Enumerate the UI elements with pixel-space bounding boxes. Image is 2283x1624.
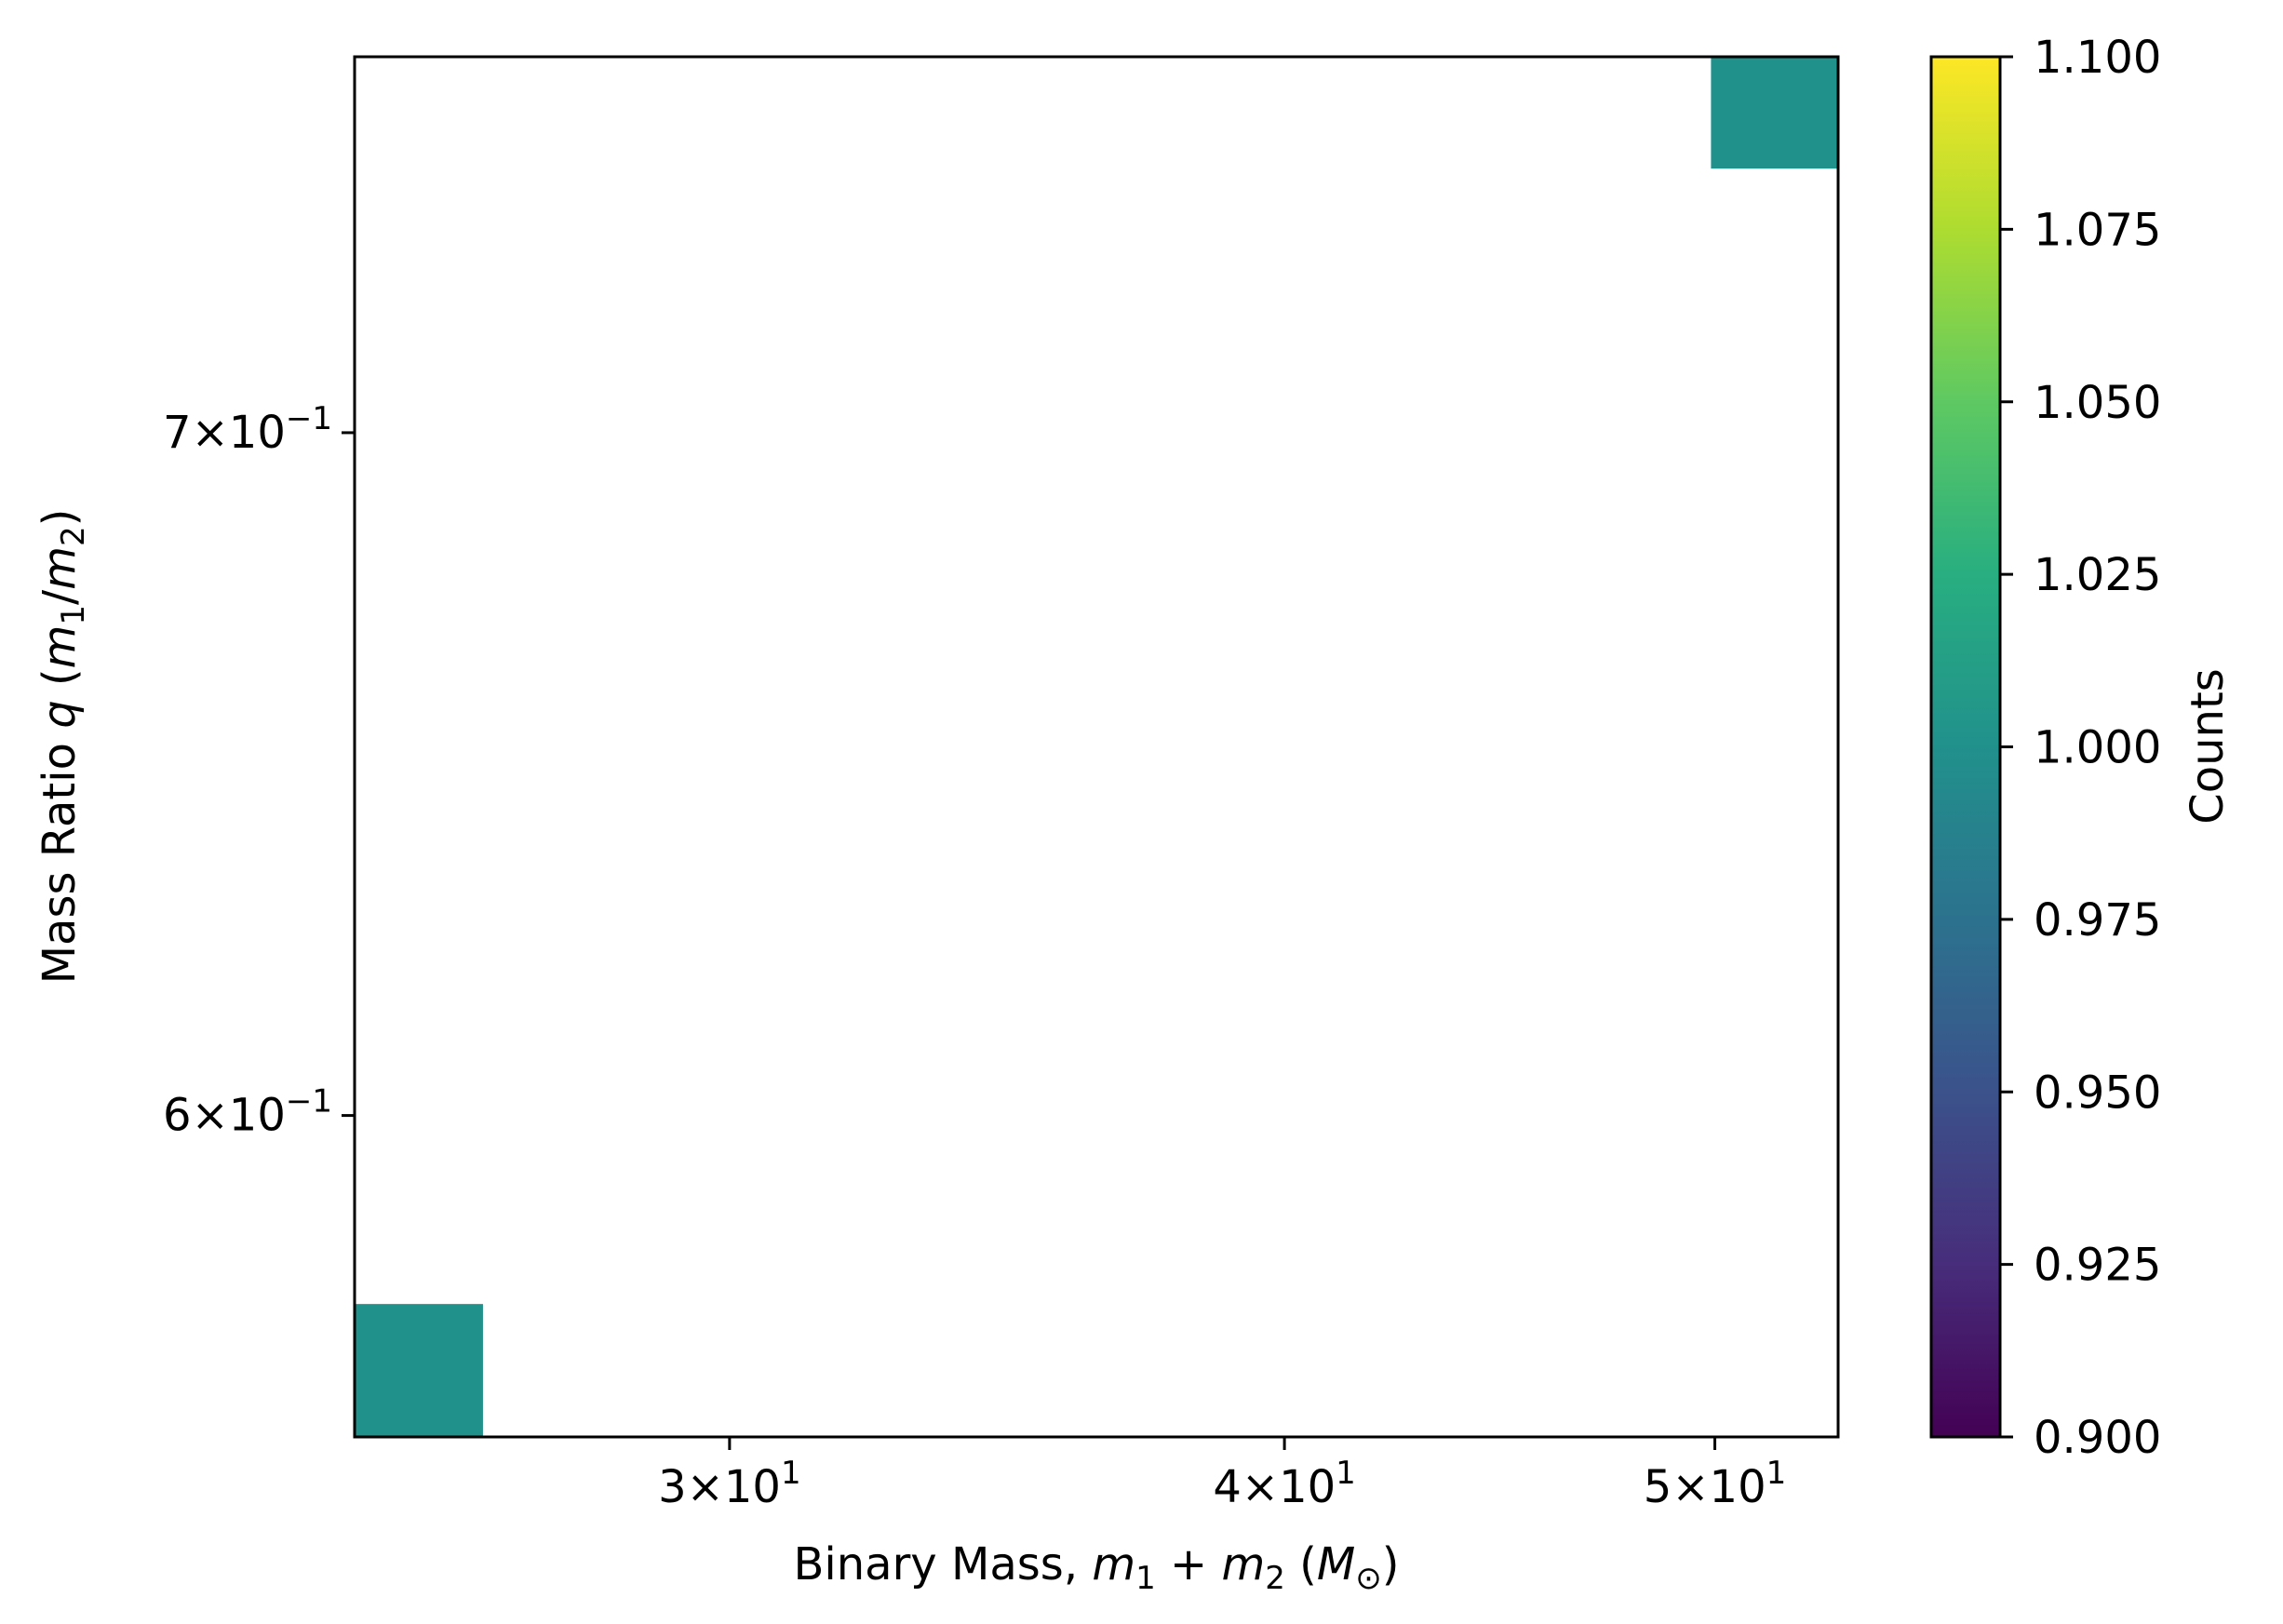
plot-frame	[353, 55, 1840, 1439]
colorbar-gradient	[1929, 55, 2002, 1439]
y-axis-label: Mass Ratio q (m1/m2)	[34, 509, 92, 985]
colorbar: 0.900 0.925 0.950 0.975 1.000 1.025 1.050 1.075…	[1929, 32, 2234, 1464]
colorbar-tick-label: 1.000	[2034, 722, 2161, 774]
y-tick-label: 7×10−1	[163, 400, 332, 459]
x-tick-label: 4×101	[1213, 1455, 1355, 1513]
heatmap-cells	[355, 57, 1838, 1437]
colorbar-label: Counts	[2182, 668, 2234, 825]
colorbar-tick-label: 1.100	[2034, 32, 2161, 84]
x-axis-label: Binary Mass, m1 + m2 (M⊙)	[793, 1538, 1399, 1597]
colorbar-tick-label: 1.050	[2034, 377, 2161, 429]
x-tick-label: 5×101	[1644, 1455, 1786, 1513]
heatmap-cell	[355, 1304, 483, 1437]
colorbar-tick-label: 0.925	[2034, 1240, 2161, 1292]
heatmap-cell	[1711, 57, 1838, 169]
y-tick-label: 6×10−1	[163, 1083, 332, 1142]
colorbar-tick-label: 1.025	[2034, 549, 2161, 601]
colorbar-tick-label: 0.950	[2034, 1067, 2161, 1119]
colorbar-tick-label: 0.975	[2034, 894, 2161, 946]
colorbar-tick-label: 1.075	[2034, 204, 2161, 256]
x-tick-label: 3×101	[658, 1455, 800, 1513]
plot-area: 3×101 4×101 5×101 6×10−1 7×10−1	[163, 55, 1840, 1513]
colorbar-ticks: 0.900 0.925 0.950 0.975 1.000 1.025 1.050 1.075…	[2000, 32, 2161, 1464]
colorbar-tick-label: 0.900	[2034, 1412, 2161, 1464]
y-axis-ticks: 6×10−1 7×10−1	[163, 400, 355, 1142]
x-axis-ticks: 3×101 4×101 5×101	[658, 1437, 1786, 1513]
